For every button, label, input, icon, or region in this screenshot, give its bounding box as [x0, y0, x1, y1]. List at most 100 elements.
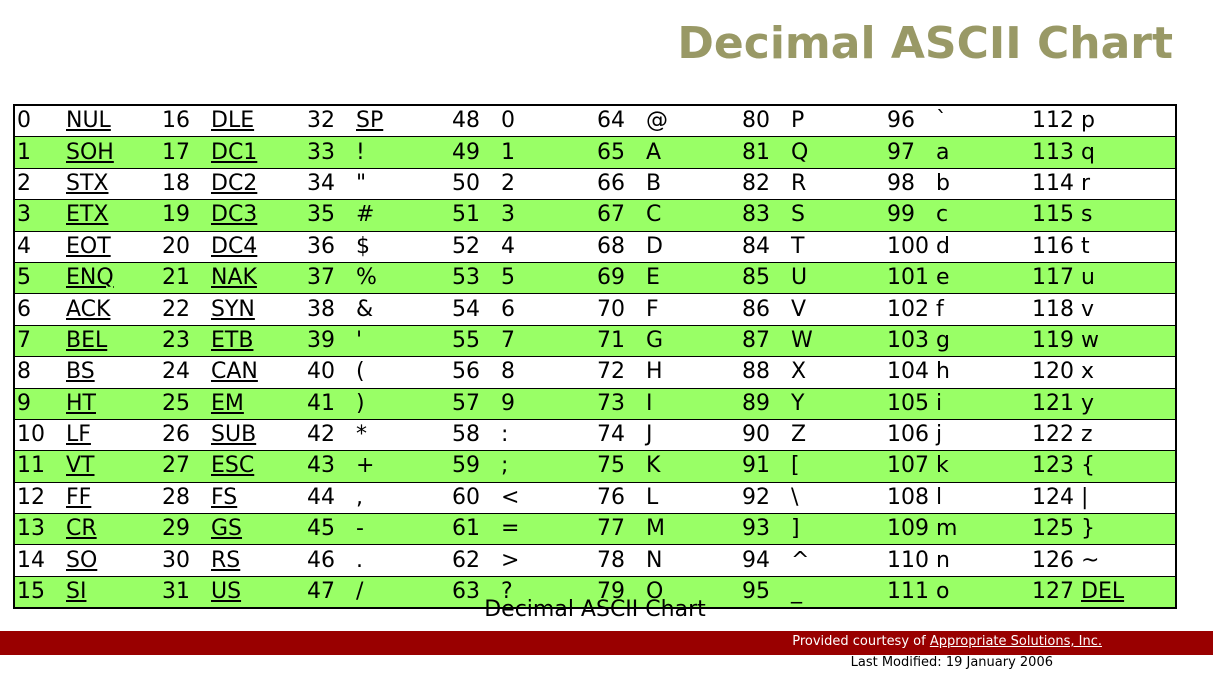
code-cell: 45 [307, 516, 335, 542]
table-row: 5 ENQ 21 NAK 37% 53 5 69 E 85 U 101 e 117 u [14, 262, 1176, 294]
char-cell: H [646, 359, 663, 385]
ascii-table: 0 NUL 16 DLE 32 SP 48 0 64 @80 P 96 ` 112 p 1 SOH 17 DC1 33… [13, 104, 1177, 610]
code-cell: 22 [162, 296, 190, 322]
char-cell: w [1081, 327, 1099, 353]
control-code-link[interactable]: CAN [211, 359, 258, 385]
control-code-link[interactable]: BS [66, 359, 95, 385]
code-cell: 50 [452, 170, 480, 196]
control-code-link[interactable]: CR [66, 516, 97, 542]
code-cell: 1 [17, 139, 31, 165]
control-code-link[interactable]: LF [66, 422, 91, 448]
control-code-link[interactable]: DLE [211, 108, 255, 134]
code-cell: 57 [452, 390, 480, 416]
control-code-link[interactable]: ENQ [66, 265, 114, 291]
char-cell: D [646, 233, 663, 259]
char-cell: BS [64, 357, 160, 388]
char-cell: SI [64, 576, 160, 608]
char-cell: [ [791, 453, 800, 479]
control-code-link[interactable]: EM [211, 390, 244, 416]
code-cell: 122 [1032, 422, 1074, 448]
control-code-link[interactable]: HT [66, 390, 96, 416]
char-cell: t [1081, 233, 1090, 259]
table-row: 3 ETX 19 DC3 35 #51 3 67 C 83 S 99 c 115 s [14, 199, 1176, 232]
char-cell: NUL [64, 105, 160, 137]
control-code-link[interactable]: ESC [211, 453, 255, 479]
code-cell: 18 [162, 170, 190, 196]
control-code-link[interactable]: FS [211, 484, 238, 510]
code-cell: 77 [597, 516, 625, 542]
code-cell: 117 [1032, 265, 1074, 291]
control-code-link[interactable]: SOH [66, 139, 114, 165]
code-cell: 54 [452, 296, 480, 322]
char-cell: DC4 [209, 231, 305, 262]
code-cell: 107 [887, 453, 929, 479]
control-code-link[interactable]: DC4 [211, 233, 258, 259]
table-row: 8 BS 24 CAN 40 (56 8 72 H 88 X 104 h 120 x [14, 357, 1176, 389]
char-cell: DEL [1079, 576, 1176, 608]
control-code-link[interactable]: SUB [211, 422, 257, 448]
table-caption: Decimal ASCII Chart [484, 597, 706, 622]
control-code-link[interactable]: RS [211, 547, 241, 573]
control-code-link[interactable]: NAK [211, 265, 257, 291]
control-code-link[interactable]: STX [66, 170, 109, 196]
control-code-link[interactable]: SP [356, 108, 384, 134]
control-code-link[interactable]: ETB [211, 327, 254, 353]
char-cell: ^ [791, 547, 810, 573]
char-cell: * [356, 422, 367, 448]
credit-link[interactable]: Appropriate Solutions, Inc. [929, 634, 1102, 649]
table-row: 11 VT 27 ESC 43 +59; 75 K 91 [107 k 123 { [14, 450, 1176, 483]
char-cell: u [1081, 265, 1095, 291]
code-cell: 11 [17, 453, 45, 479]
code-cell: 42 [307, 422, 335, 448]
char-cell: r [1081, 170, 1091, 196]
code-cell: 10 [17, 422, 45, 448]
code-cell: 70 [597, 296, 625, 322]
char-cell: 3 [501, 202, 515, 228]
control-code-link[interactable]: NUL [66, 108, 111, 134]
code-cell: 37 [307, 265, 335, 291]
control-code-link[interactable]: DC2 [211, 170, 258, 196]
char-cell: ' [356, 327, 363, 353]
char-cell: b [936, 170, 950, 196]
char-cell: ; [501, 453, 509, 479]
char-cell: k [936, 453, 949, 479]
char-cell: SO [64, 545, 160, 576]
code-cell: 96 [887, 108, 915, 134]
code-cell: 68 [597, 233, 625, 259]
control-code-link[interactable]: SO [66, 547, 98, 573]
control-code-link[interactable]: VT [66, 453, 95, 479]
code-cell: 17 [162, 139, 190, 165]
code-cell: 111 [887, 579, 929, 605]
code-cell: 39 [307, 327, 335, 353]
control-code-link[interactable]: DC1 [211, 139, 258, 165]
char-cell: 8 [501, 359, 515, 385]
char-cell: | [1081, 484, 1089, 510]
code-cell: 55 [452, 327, 480, 353]
char-cell: ! [356, 139, 365, 165]
code-cell: 59 [452, 453, 480, 479]
table-row: 14 SO 30 RS 46. 62 >78 N 94 ^ 110 n 126 ~ [14, 545, 1176, 577]
control-code-link[interactable]: GS [211, 516, 243, 542]
code-cell: 14 [17, 547, 45, 573]
control-code-link[interactable]: FF [66, 484, 92, 510]
char-cell: ? [501, 579, 513, 605]
char-cell: ETX [64, 200, 160, 231]
control-code-link[interactable]: EOT [66, 233, 111, 259]
char-cell: ESC [209, 451, 305, 482]
code-cell: 105 [887, 390, 929, 416]
control-code-link[interactable]: SYN [211, 296, 255, 322]
char-cell: f [936, 296, 944, 322]
char-cell: DLE [209, 105, 305, 137]
char-cell: DC2 [209, 168, 305, 199]
char-cell: STX [64, 168, 160, 199]
control-code-link[interactable]: DC3 [211, 202, 258, 228]
control-code-link[interactable]: ETX [66, 202, 109, 228]
control-code-link[interactable]: SI [66, 579, 87, 605]
control-code-link[interactable]: BEL [66, 327, 108, 353]
control-code-link[interactable]: DEL [1081, 579, 1125, 605]
char-cell: { [1081, 453, 1095, 479]
char-cell: J [646, 422, 653, 448]
control-code-link[interactable]: ACK [66, 296, 111, 322]
control-code-link[interactable]: US [211, 579, 242, 605]
char-cell: Y [791, 390, 805, 416]
